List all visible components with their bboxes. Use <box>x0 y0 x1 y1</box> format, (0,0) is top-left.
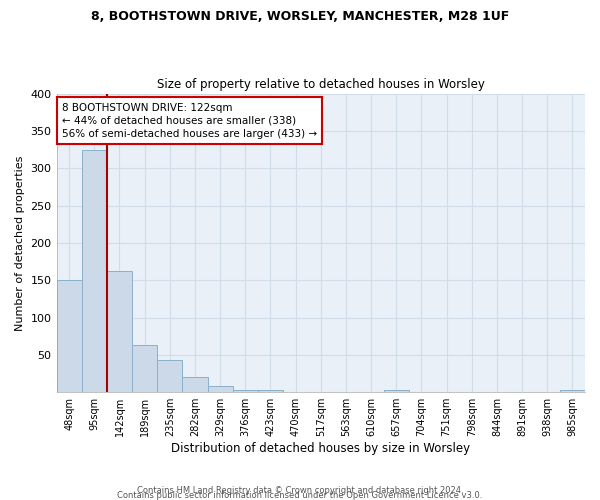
Title: Size of property relative to detached houses in Worsley: Size of property relative to detached ho… <box>157 78 485 91</box>
Bar <box>132 345 157 392</box>
Text: Contains public sector information licensed under the Open Government Licence v3: Contains public sector information licen… <box>118 491 482 500</box>
Bar <box>157 360 182 392</box>
Text: 8, BOOTHSTOWN DRIVE, WORSLEY, MANCHESTER, M28 1UF: 8, BOOTHSTOWN DRIVE, WORSLEY, MANCHESTER… <box>91 10 509 23</box>
Bar <box>208 386 233 392</box>
Bar <box>182 378 208 392</box>
Bar <box>560 390 585 392</box>
Bar <box>56 280 82 392</box>
Text: 8 BOOTHSTOWN DRIVE: 122sqm
← 44% of detached houses are smaller (338)
56% of sem: 8 BOOTHSTOWN DRIVE: 122sqm ← 44% of deta… <box>62 102 317 139</box>
X-axis label: Distribution of detached houses by size in Worsley: Distribution of detached houses by size … <box>171 442 470 455</box>
Text: Contains HM Land Registry data © Crown copyright and database right 2024.: Contains HM Land Registry data © Crown c… <box>137 486 463 495</box>
Y-axis label: Number of detached properties: Number of detached properties <box>15 155 25 330</box>
Bar <box>383 390 409 392</box>
Bar <box>233 390 258 392</box>
Bar <box>258 390 283 392</box>
Bar <box>82 150 107 392</box>
Bar <box>107 270 132 392</box>
